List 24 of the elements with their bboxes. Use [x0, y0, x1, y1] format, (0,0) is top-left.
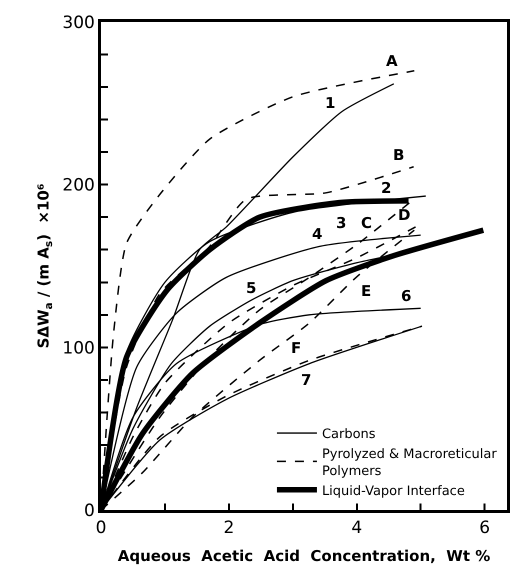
- annotation: 4: [312, 225, 322, 243]
- x-tick-label: 4: [351, 518, 362, 538]
- annotation: D: [398, 206, 410, 224]
- y-tick-label: 0: [84, 500, 95, 521]
- annotation: 5: [246, 279, 256, 297]
- annotation: 1: [325, 94, 336, 112]
- annotation: 2: [381, 179, 392, 197]
- y-tick-label: 300: [62, 12, 95, 33]
- annotation: E: [361, 282, 372, 300]
- annotation: C: [361, 214, 372, 232]
- legend-label: Liquid-Vapor Interface: [322, 484, 465, 499]
- annotation: F: [291, 339, 302, 357]
- annotation: A: [386, 52, 398, 70]
- legend-label: Pyrolyzed & Macroreticular Polymers: [322, 447, 498, 479]
- y-tick-label: 100: [62, 338, 95, 358]
- annotation: 6: [401, 287, 412, 305]
- y-tick-label: 200: [62, 176, 95, 196]
- annotation: 7: [301, 371, 312, 389]
- annotation: 3: [336, 214, 346, 232]
- legend-label: Carbons: [322, 427, 376, 442]
- annotation: B: [393, 146, 404, 164]
- x-tick-label: 2: [223, 518, 234, 538]
- x-tick-label: 6: [479, 518, 490, 538]
- x-axis-title: Aqueous Acetic Acid Concentration, Wt %: [118, 547, 490, 566]
